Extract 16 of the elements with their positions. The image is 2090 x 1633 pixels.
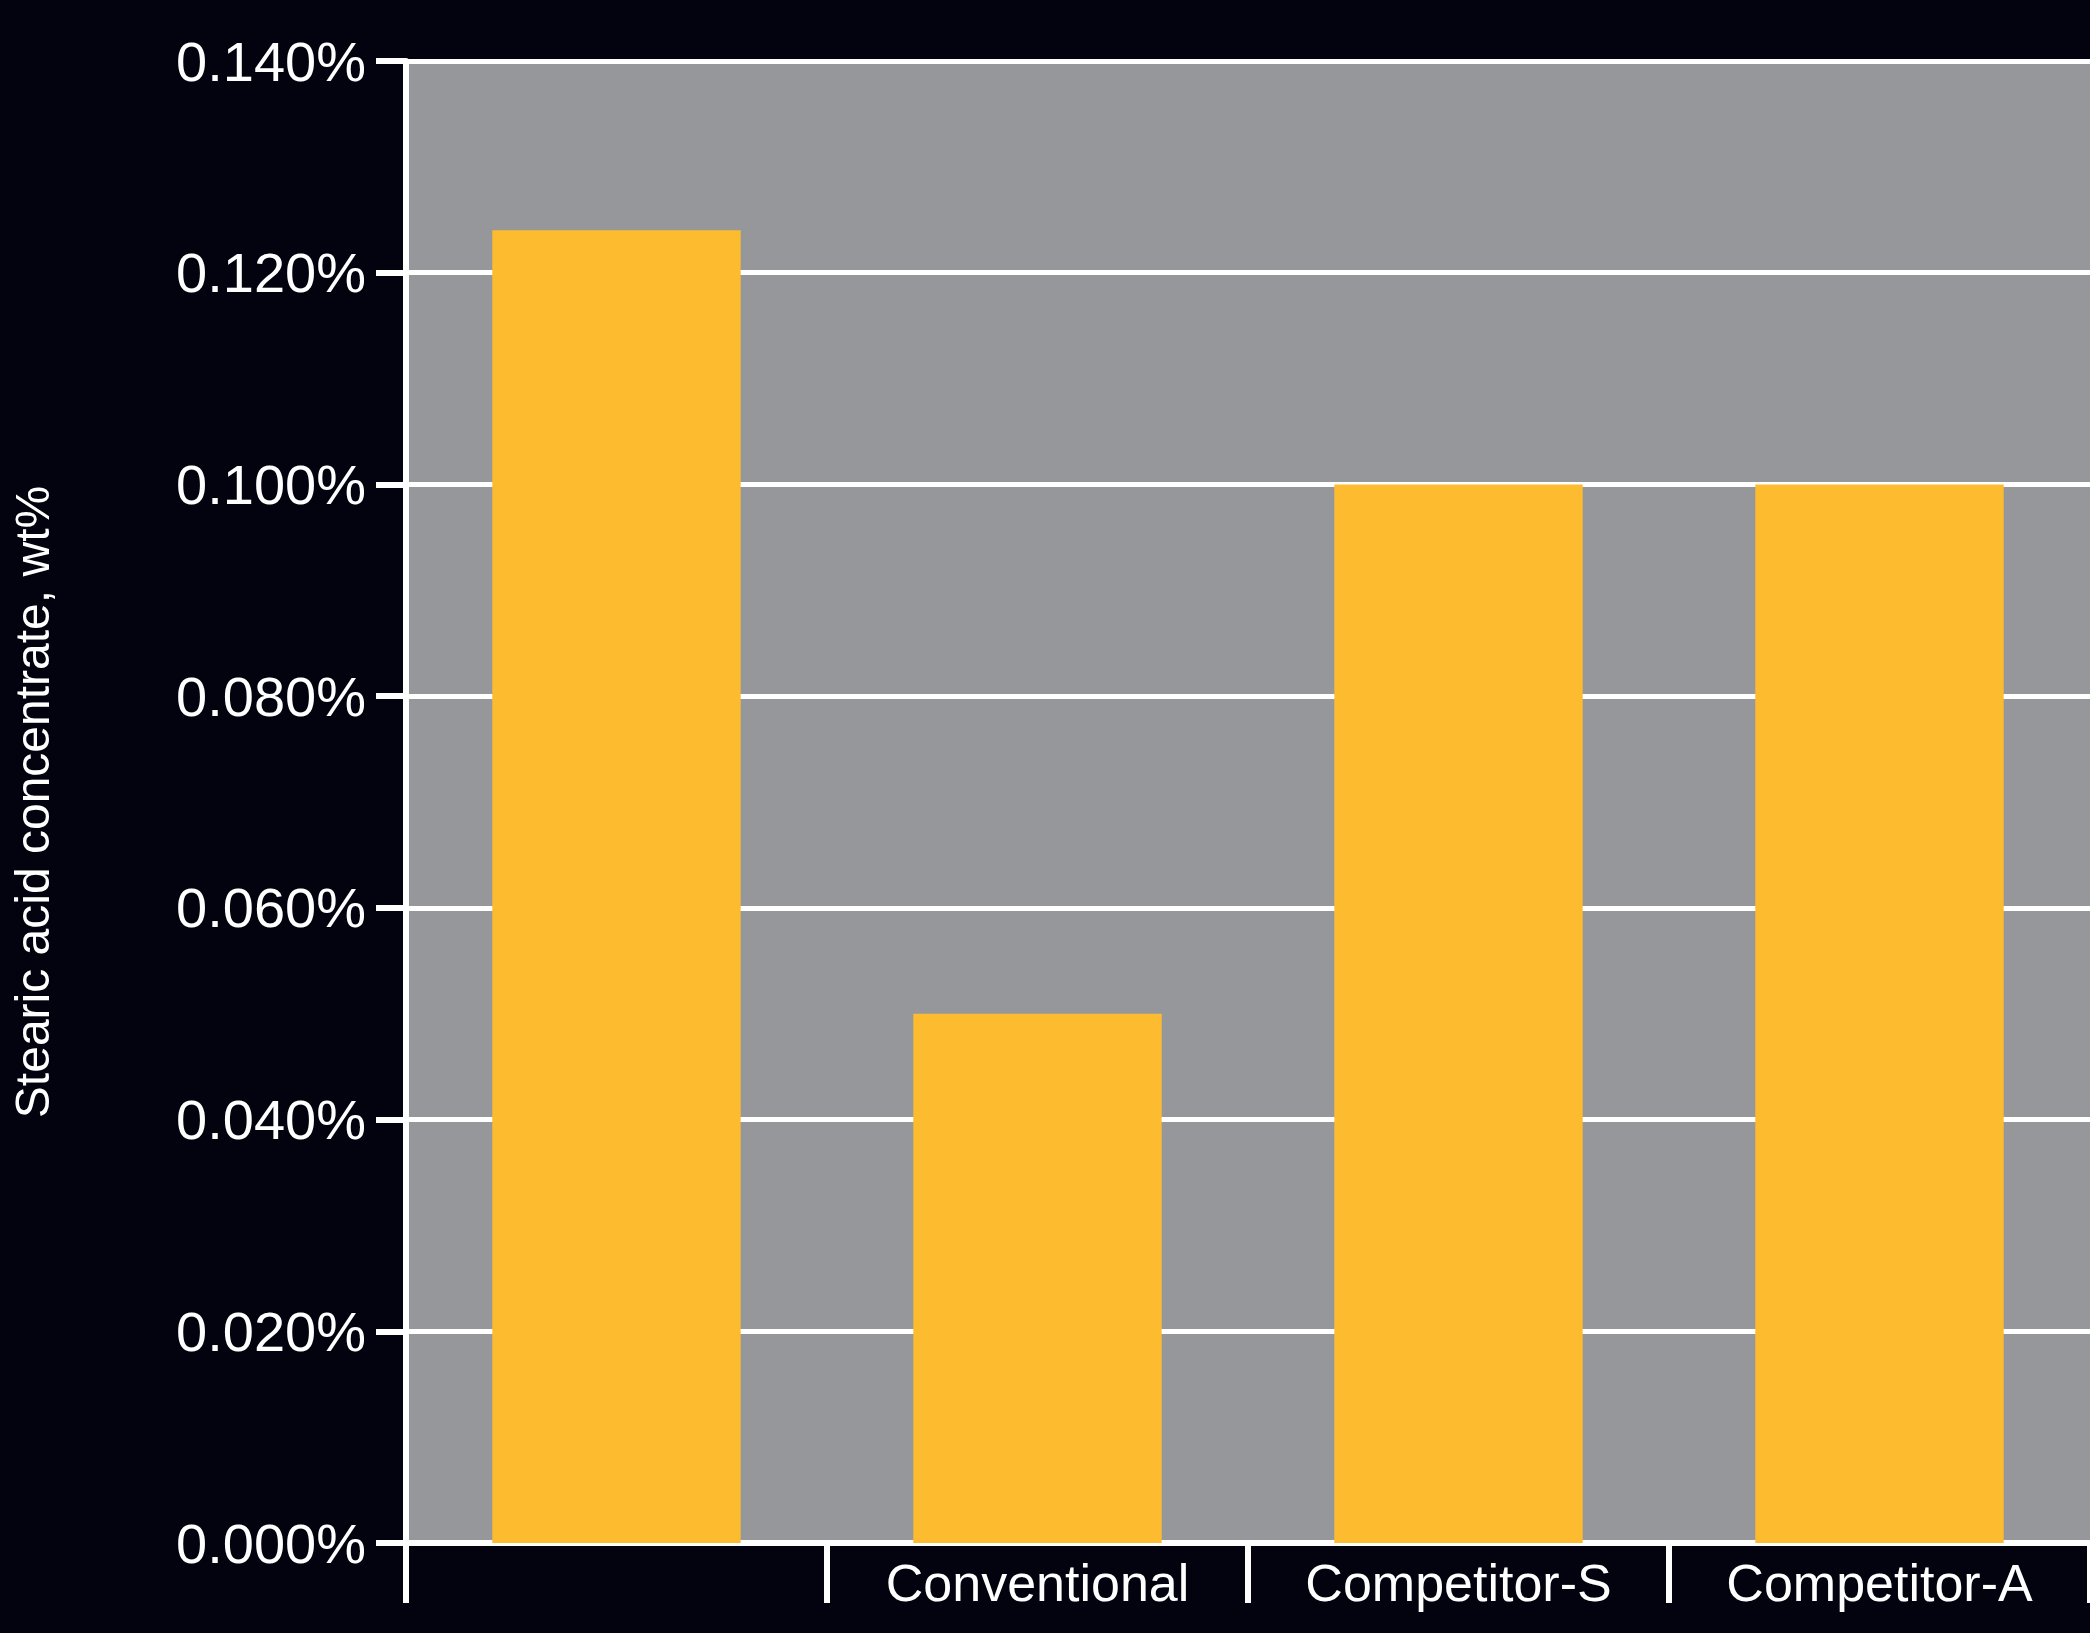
y-tick-label: 0.060%: [176, 876, 366, 940]
y-tick-label: 0.080%: [176, 664, 366, 728]
bar: [492, 230, 741, 1543]
bar: [1755, 484, 2004, 1543]
y-tick-label: 0.020%: [176, 1299, 366, 1363]
bar: [1334, 484, 1583, 1543]
x-tick-label: Conventional: [885, 1554, 1190, 1612]
y-tick-label: 0.140%: [176, 29, 366, 93]
y-axis-title: Stearic acid concentrate, wt%: [5, 485, 59, 1119]
y-tick-label: 0.040%: [176, 1088, 366, 1152]
y-tick-label: 0.120%: [176, 241, 366, 305]
x-tick-label: Competitor-A: [1726, 1554, 2033, 1612]
x-tick-label: Competitor-S: [1305, 1554, 1612, 1612]
y-tick-label: 0.000%: [176, 1511, 366, 1575]
y-tick-label: 0.100%: [176, 452, 366, 516]
bar: [913, 1013, 1162, 1543]
